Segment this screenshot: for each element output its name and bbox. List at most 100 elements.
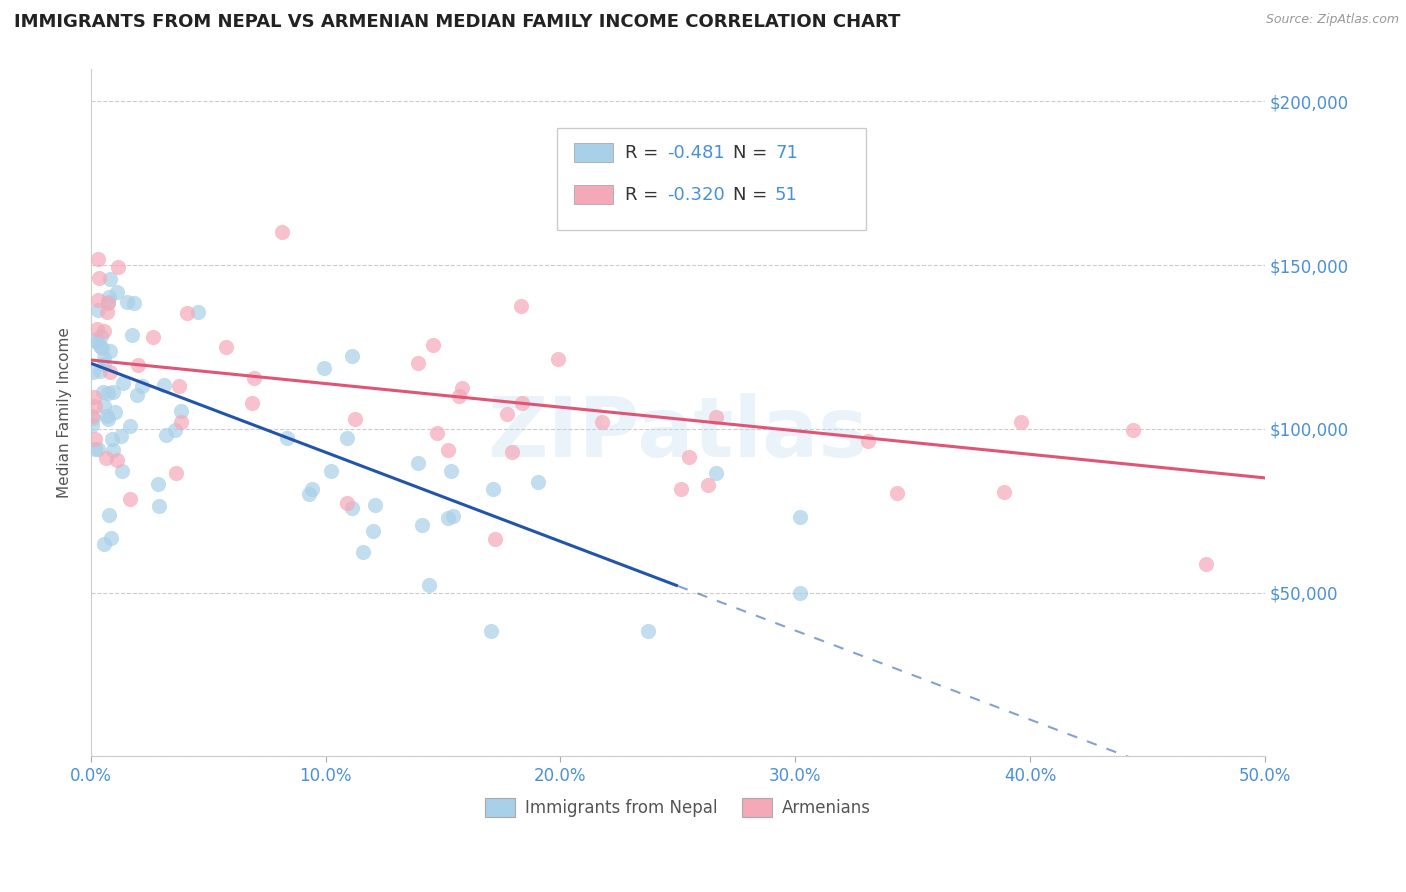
Point bbox=[83, 390, 105, 404]
Point bbox=[340, 501, 363, 516]
Text: N =: N = bbox=[733, 144, 773, 161]
Point bbox=[501, 445, 523, 459]
Point bbox=[482, 482, 505, 496]
Point bbox=[96, 451, 118, 466]
Point bbox=[82, 418, 104, 433]
Point bbox=[98, 343, 121, 358]
Point bbox=[107, 260, 129, 274]
Point bbox=[336, 495, 359, 509]
Point bbox=[100, 531, 122, 545]
Point bbox=[127, 359, 149, 373]
Point bbox=[87, 442, 110, 457]
Point bbox=[187, 305, 209, 319]
Point bbox=[886, 485, 908, 500]
Point bbox=[449, 389, 471, 403]
Point bbox=[111, 376, 134, 391]
Text: -0.320: -0.320 bbox=[666, 186, 724, 203]
Point bbox=[86, 322, 108, 336]
Point bbox=[84, 399, 107, 413]
Point bbox=[96, 409, 118, 424]
Point bbox=[450, 381, 472, 395]
Point bbox=[169, 379, 191, 393]
Point bbox=[1010, 415, 1032, 429]
Point bbox=[301, 482, 323, 496]
Point bbox=[704, 466, 727, 480]
Point bbox=[103, 384, 125, 399]
Point bbox=[484, 532, 506, 546]
Point bbox=[436, 442, 458, 457]
Point bbox=[1195, 557, 1218, 571]
Point bbox=[406, 356, 429, 370]
Point bbox=[176, 306, 198, 320]
Point bbox=[87, 271, 110, 285]
Point bbox=[361, 524, 384, 539]
Point bbox=[352, 545, 374, 559]
Point bbox=[82, 411, 104, 425]
Point bbox=[340, 349, 363, 363]
Point bbox=[148, 499, 170, 513]
Point bbox=[411, 517, 433, 532]
Text: ZIPatlas: ZIPatlas bbox=[488, 392, 869, 474]
Text: R =: R = bbox=[624, 144, 664, 161]
Point bbox=[115, 295, 138, 310]
Point bbox=[406, 456, 429, 470]
Point bbox=[121, 328, 143, 343]
Point bbox=[96, 305, 118, 319]
Point bbox=[418, 578, 440, 592]
Point bbox=[856, 434, 879, 449]
Point bbox=[343, 412, 366, 426]
Point bbox=[125, 387, 148, 401]
Point bbox=[240, 395, 263, 409]
Point bbox=[165, 466, 187, 480]
Point bbox=[131, 379, 153, 393]
Point bbox=[789, 585, 811, 599]
Point bbox=[993, 485, 1015, 500]
Point bbox=[97, 385, 120, 400]
Point bbox=[89, 329, 111, 343]
Point bbox=[93, 537, 115, 551]
Point bbox=[510, 299, 533, 313]
Y-axis label: Median Family Income: Median Family Income bbox=[58, 327, 72, 498]
Point bbox=[93, 399, 115, 413]
Text: Source: ZipAtlas.com: Source: ZipAtlas.com bbox=[1265, 13, 1399, 27]
Point bbox=[242, 371, 264, 385]
Text: IMMIGRANTS FROM NEPAL VS ARMENIAN MEDIAN FAMILY INCOME CORRELATION CHART: IMMIGRANTS FROM NEPAL VS ARMENIAN MEDIAN… bbox=[14, 13, 900, 31]
Point bbox=[170, 415, 193, 429]
Point bbox=[105, 453, 128, 467]
Point bbox=[87, 252, 110, 267]
Point bbox=[118, 419, 141, 434]
Point bbox=[111, 464, 134, 478]
Point bbox=[276, 430, 298, 444]
Point bbox=[364, 499, 387, 513]
Point bbox=[678, 450, 700, 465]
Point bbox=[110, 429, 132, 443]
Point bbox=[153, 377, 176, 392]
Point bbox=[495, 407, 517, 421]
Point bbox=[89, 339, 111, 353]
Point bbox=[155, 427, 177, 442]
Point bbox=[704, 410, 727, 425]
Point bbox=[637, 624, 659, 639]
Point bbox=[90, 342, 112, 356]
Point bbox=[97, 412, 120, 426]
Point bbox=[436, 511, 458, 525]
Point bbox=[86, 335, 108, 350]
Point bbox=[84, 442, 107, 457]
Point bbox=[215, 340, 238, 354]
Point bbox=[93, 357, 115, 371]
Point bbox=[120, 491, 142, 506]
Point bbox=[298, 487, 321, 501]
Point bbox=[319, 464, 342, 478]
Point bbox=[97, 295, 120, 310]
Point bbox=[89, 364, 111, 378]
Point bbox=[122, 295, 145, 310]
Point bbox=[93, 351, 115, 366]
Point bbox=[97, 508, 120, 522]
Point bbox=[439, 464, 461, 478]
Point bbox=[98, 290, 121, 304]
Point bbox=[527, 475, 550, 490]
Point bbox=[479, 624, 502, 638]
Point bbox=[591, 416, 613, 430]
Point bbox=[1122, 423, 1144, 437]
Point bbox=[105, 285, 128, 299]
